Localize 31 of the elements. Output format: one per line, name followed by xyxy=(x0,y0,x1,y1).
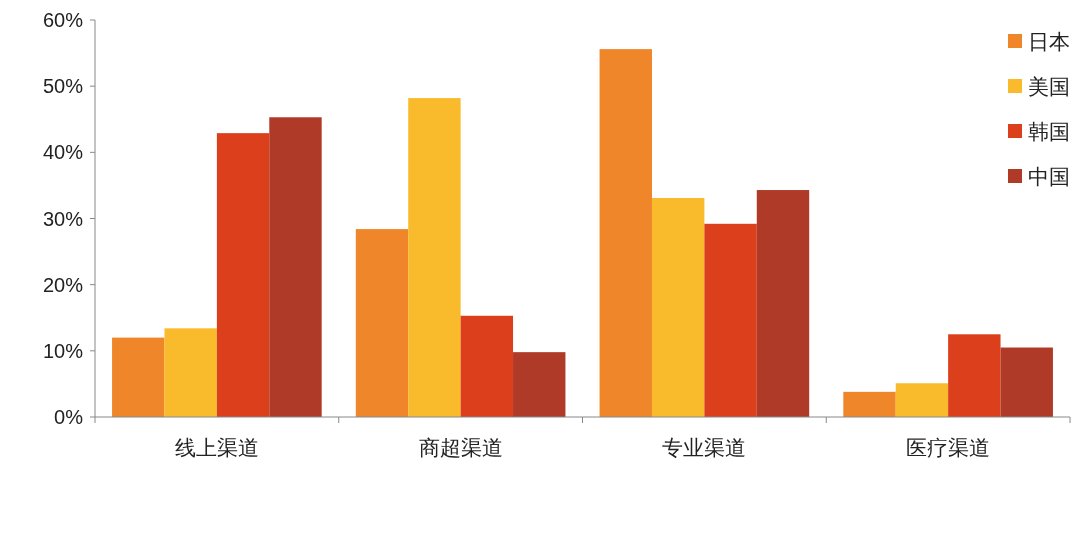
legend-label: 日本 xyxy=(1028,30,1070,53)
bar xyxy=(756,190,810,417)
bar xyxy=(843,391,896,417)
bar xyxy=(112,337,165,417)
bar xyxy=(651,197,705,417)
x-tick-label: 医疗渠道 xyxy=(906,436,991,459)
bar xyxy=(216,133,270,417)
y-tick-label: 50% xyxy=(42,75,84,98)
y-tick-label: 40% xyxy=(42,141,84,164)
y-tick-label: 20% xyxy=(42,273,84,296)
legend-label: 中国 xyxy=(1028,165,1070,188)
x-tick-label: 线上渠道 xyxy=(174,436,259,459)
bar xyxy=(1000,347,1053,417)
y-tick-label: 0% xyxy=(54,406,84,428)
x-tick-label: 专业渠道 xyxy=(662,436,747,459)
bar xyxy=(269,117,322,417)
y-tick-label: 60% xyxy=(42,9,84,31)
y-tick-label: 10% xyxy=(42,339,84,362)
bar xyxy=(599,49,652,417)
bar xyxy=(948,334,1001,417)
y-tick-label: 30% xyxy=(42,207,84,230)
bar xyxy=(704,223,757,417)
bar xyxy=(460,315,514,417)
x-tick-label: 商超渠道 xyxy=(418,436,503,459)
bar xyxy=(408,98,461,417)
bar xyxy=(513,352,566,417)
bar xyxy=(164,328,217,417)
legend-label: 韩国 xyxy=(1028,120,1070,143)
bar xyxy=(895,383,949,417)
bar xyxy=(355,229,409,417)
legend-label: 美国 xyxy=(1028,75,1070,98)
